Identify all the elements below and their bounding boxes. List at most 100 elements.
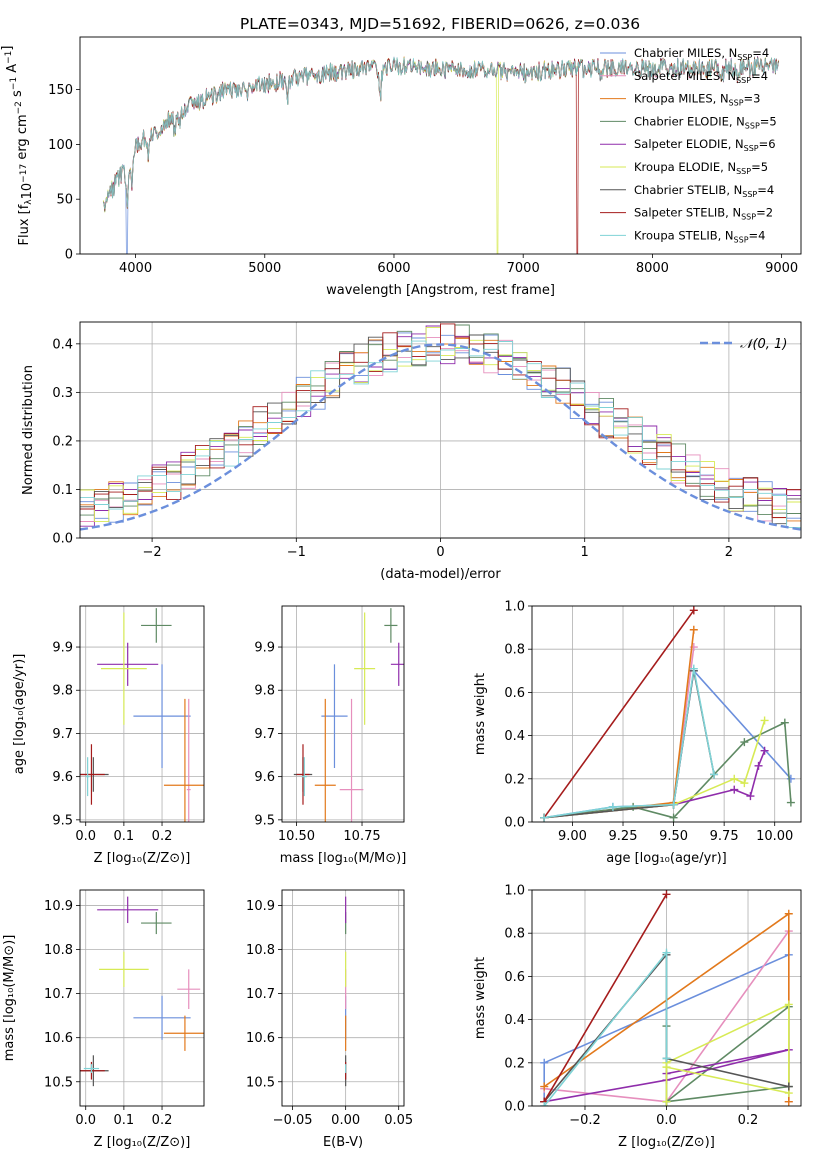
errorbar-point — [314, 698, 336, 822]
y-tick-label: 9.8 — [254, 684, 275, 699]
x-tick-label: 9.00 — [558, 829, 587, 844]
weight-series — [540, 664, 719, 822]
errorbar-point — [141, 608, 172, 643]
weight-marker — [689, 664, 698, 673]
x-tick-label: 6000 — [377, 261, 410, 276]
x-tick-label: −1 — [287, 545, 306, 560]
legend-entry: Salpeter ELODIE, NSSP=6 — [634, 137, 776, 153]
y-tick-label: 0.4 — [52, 337, 73, 352]
legend-entry: Kroupa STELIB, NSSP=4 — [634, 228, 765, 244]
weight-line — [544, 720, 766, 819]
plots: 4000 5000 6000 7000 8000 9000 0 50 100 150 wavelen… — [0, 36, 802, 1150]
weight-line — [543, 893, 668, 1103]
x-tick-label: 10.00 — [756, 829, 793, 844]
y-tick-label: 10.8 — [44, 943, 73, 958]
y-tick-label: 0.2 — [52, 434, 73, 449]
weight-marker — [540, 1102, 549, 1106]
x-tick-label: 0.0 — [656, 1113, 677, 1128]
weight-line — [544, 1049, 790, 1103]
legend-entry: Kroupa ELODIE, NSSP=5 — [634, 160, 768, 176]
y-tick-label: 9.7 — [52, 727, 73, 742]
y-tick-label: 1.0 — [504, 600, 525, 615]
legend-entry: 𝒩(0, 1) — [740, 337, 787, 352]
y-tick-label: 100 — [48, 138, 73, 153]
x-tick-label: 0.05 — [384, 1113, 413, 1128]
y-tick-label: 0.0 — [504, 816, 525, 831]
plot-area — [102, 56, 779, 254]
axes-frame — [79, 321, 802, 539]
weight-marker — [540, 1082, 549, 1091]
y-tick-label: 0.2 — [504, 772, 525, 787]
weight-marker — [754, 761, 763, 770]
legend-entry: Chabrier MILES, NSSP=4 — [634, 46, 769, 62]
y-tick-label: 9.9 — [52, 641, 73, 656]
errorbar-point — [301, 757, 307, 797]
weight-marker — [780, 718, 789, 727]
y-tick-label: 0.6 — [504, 970, 525, 985]
x-tick-label: −0.05 — [273, 1113, 313, 1128]
plot-area — [80, 608, 204, 822]
errorbar-point — [133, 664, 191, 768]
weight-marker — [662, 948, 671, 957]
x-tick-label: 0.2 — [152, 1113, 173, 1128]
axes-frame — [531, 605, 802, 823]
weight-marker — [784, 1082, 793, 1091]
panel-residuals: −2 −1 0 1 2 0.0 0.1 0.2 0.3 0.4 (data-model)/error… — [21, 321, 802, 582]
weight-marker — [740, 779, 749, 788]
y-axis-label: mass weight — [473, 673, 488, 755]
legend-entry: Chabrier STELIB, NSSP=4 — [634, 183, 774, 199]
axes-frame — [79, 889, 205, 1107]
x-tick-label: 0 — [436, 545, 444, 560]
ticks: −2 −1 0 1 2 0.0 0.1 0.2 0.3 0.4 — [52, 337, 733, 560]
y-tick-label: 10.9 — [44, 899, 73, 914]
x-axis-label: Z [log₁₀(Z/Z⊙)] — [94, 1135, 191, 1150]
weight-marker — [710, 770, 719, 779]
y-tick-label: 0.0 — [52, 532, 73, 547]
errorbar-point — [85, 757, 90, 797]
y-tick-label: 0.3 — [52, 386, 73, 401]
plot-area — [293, 608, 404, 822]
axes-frame — [281, 889, 405, 1107]
x-tick-label: 0.1 — [114, 1113, 135, 1128]
weight-marker — [784, 909, 793, 918]
x-tick-label: −0.2 — [569, 1113, 601, 1128]
residual-histogram — [80, 340, 801, 528]
axes-frame — [79, 605, 205, 823]
y-tick-label: 150 — [48, 83, 73, 98]
errorbar-point — [163, 1015, 204, 1051]
x-tick-label: 0.0 — [75, 829, 96, 844]
errorbar-point — [133, 995, 191, 1040]
y-tick-label: 10.5 — [246, 1075, 275, 1090]
plot-area — [80, 896, 204, 1087]
ticks: 0.0 0.1 0.2 10.5 10.6 10.7 10.8 10.9 — [44, 899, 172, 1128]
x-axis-label: Z [log₁₀(Z/Z⊙)] — [618, 1135, 715, 1150]
weight-marker — [669, 813, 678, 822]
y-tick-label: 10.7 — [246, 987, 275, 1002]
x-axis-label: (data-model)/error — [380, 567, 501, 582]
x-axis-label: wavelength [Angstrom, rest frame] — [326, 283, 555, 298]
y-tick-label: 50 — [56, 193, 73, 208]
spectrum-legend: Chabrier MILES, NSSP=4 Salpeter MILES, NS… — [600, 46, 777, 244]
errorbar-point — [390, 642, 404, 686]
x-tick-label: 1 — [581, 545, 589, 560]
grid — [282, 606, 404, 822]
panel-mass_vs_ebv: −0.05 0.00 0.05 10.5 10.6 10.7 10.8 10.9 E(B-V) — [246, 889, 413, 1150]
y-axis-label: mass [log₁₀(M/M⊙)] — [2, 935, 17, 1062]
weight-series — [540, 625, 698, 822]
errorbar-point — [97, 642, 159, 686]
plot-area — [540, 606, 795, 822]
errorbar-point — [354, 612, 376, 725]
panel-weight_vs_Z: −0.2 0.0 0.2 0.0 0.2 0.4 0.6 0.8 1.0 Z [log₁₀(Z/Z… — [473, 884, 802, 1150]
x-tick-label: 0.0 — [75, 1113, 96, 1128]
weight-marker — [786, 774, 795, 783]
errorbar-point — [177, 969, 201, 1010]
x-tick-label: 7000 — [507, 261, 540, 276]
x-tick-label: 10.75 — [343, 829, 380, 844]
errorbar-point — [384, 608, 398, 643]
weight-marker — [662, 890, 671, 899]
weight-line — [543, 609, 695, 819]
weight-marker — [540, 1058, 549, 1067]
weight-marker — [786, 798, 795, 807]
panel-spectrum: 4000 5000 6000 7000 8000 9000 0 50 100 150 wavelen… — [0, 36, 802, 298]
